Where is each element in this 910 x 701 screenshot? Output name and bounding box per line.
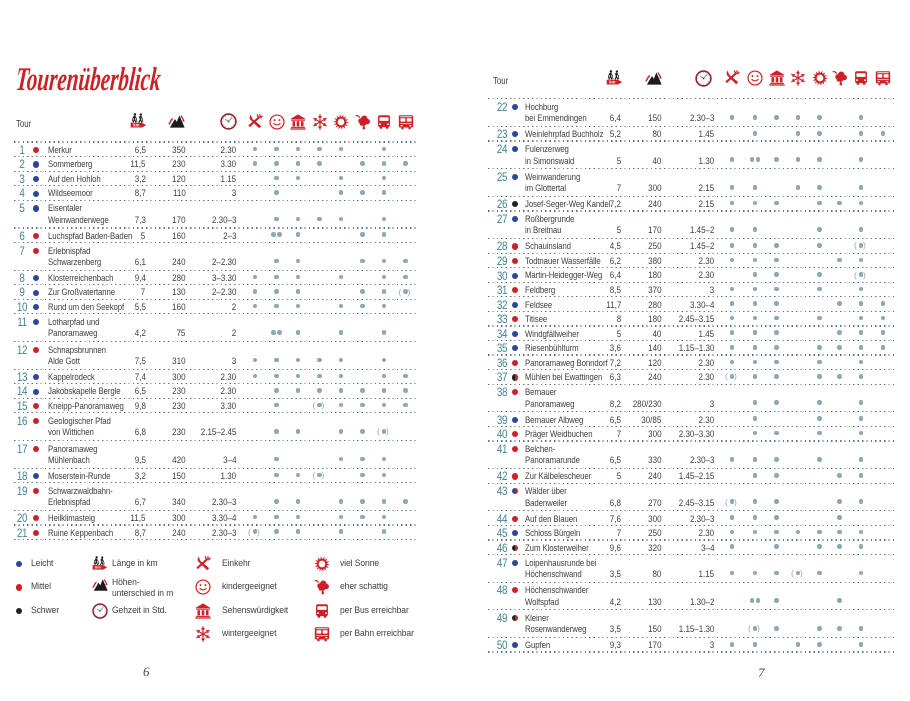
svg-text:km: km	[610, 79, 616, 84]
svg-text:km: km	[95, 564, 101, 569]
svg-text:km: km	[133, 122, 139, 127]
